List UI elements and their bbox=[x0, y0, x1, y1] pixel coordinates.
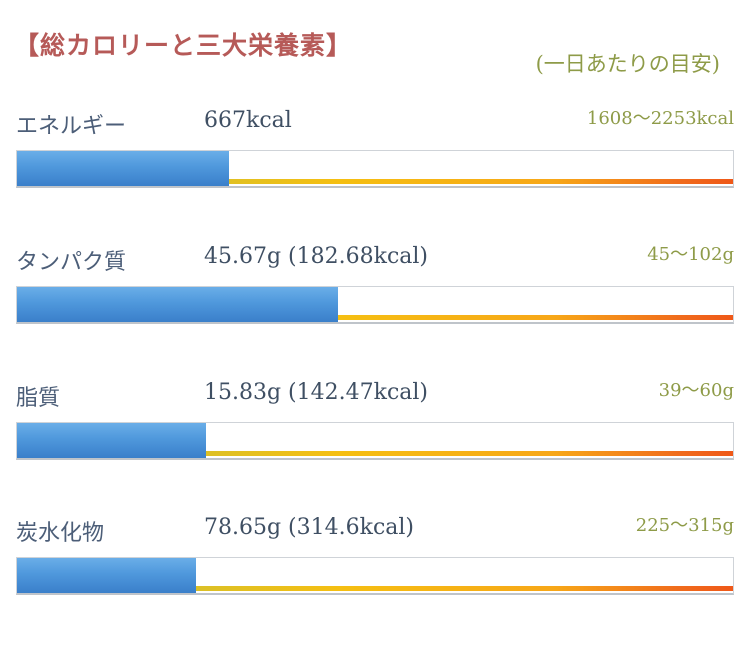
nutrient-label: エネルギー bbox=[16, 114, 127, 139]
nutrient-bar bbox=[16, 286, 734, 324]
range-gradient-track bbox=[17, 586, 733, 591]
nutrient-value: 45.67g (182.68kcal) bbox=[204, 244, 429, 269]
nutrient-row-fat: 脂質 15.83g (142.47kcal) 39〜60g bbox=[0, 380, 750, 490]
nutrient-range: 225〜315g bbox=[635, 515, 734, 536]
nutrient-range: 1608〜2253kcal bbox=[586, 108, 734, 129]
page-title: 【総カロリーと三大栄養素】 bbox=[14, 31, 353, 60]
nutrient-bar-fill bbox=[17, 423, 207, 458]
nutrient-row-carbohydrate: 炭水化物 78.65g (314.6kcal) 225〜315g bbox=[0, 515, 750, 625]
nutrient-bar-fill bbox=[17, 151, 229, 186]
nutrient-value: 15.83g (142.47kcal) bbox=[204, 380, 429, 405]
range-gradient-track bbox=[17, 451, 733, 456]
daily-guideline-note: (一日あたりの目安) bbox=[535, 52, 720, 76]
range-gradient-track bbox=[17, 315, 733, 320]
nutrient-bar bbox=[16, 557, 734, 595]
nutrient-bar-fill bbox=[17, 558, 196, 593]
nutrient-range: 39〜60g bbox=[658, 380, 734, 401]
nutrient-value: 667kcal bbox=[204, 108, 292, 133]
nutrient-value: 78.65g (314.6kcal) bbox=[204, 515, 415, 540]
range-gradient-track bbox=[17, 179, 733, 184]
nutrient-label: 炭水化物 bbox=[16, 521, 105, 546]
nutrient-row-protein: タンパク質 45.67g (182.68kcal) 45〜102g bbox=[0, 244, 750, 354]
nutrient-label: 脂質 bbox=[16, 386, 61, 411]
nutrient-bar bbox=[16, 422, 734, 460]
nutrient-bar bbox=[16, 150, 734, 188]
nutrient-row-energy: エネルギー 667kcal 1608〜2253kcal bbox=[0, 108, 750, 218]
nutrient-bar-fill bbox=[17, 287, 338, 322]
nutrient-label: タンパク質 bbox=[16, 250, 127, 275]
nutrient-range: 45〜102g bbox=[647, 244, 734, 265]
